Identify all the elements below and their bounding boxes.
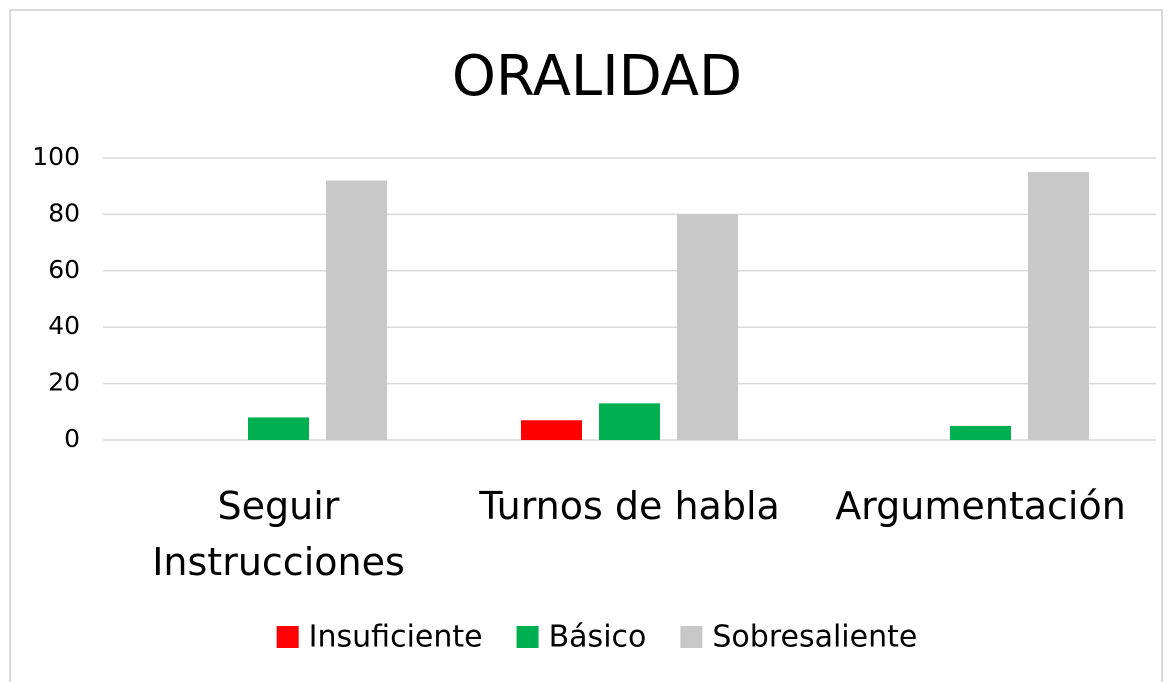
y-tick-label: 20 [48,368,80,397]
bar [950,425,1011,440]
chart-border [9,9,1163,682]
bar [521,420,582,440]
bar [248,417,309,440]
legend-swatch [276,626,299,648]
y-tick-label: 40 [48,311,80,340]
legend-label: Básico [549,620,647,655]
bar [677,214,738,440]
y-tick-label: 80 [48,198,80,227]
bar [599,403,660,440]
legend-swatch [516,626,539,648]
y-tick-label: 0 [64,424,80,453]
bar [1028,172,1089,440]
y-tick-label: 60 [48,255,80,284]
x-tick-label: Turnos de habla [479,484,780,528]
y-tick-label: 100 [32,142,80,171]
bar [326,180,387,440]
x-tick-label: Seguir Instrucciones [152,484,405,584]
legend-label: Sobresaliente [712,620,917,655]
legend-label: Insuficiente [309,620,483,655]
chart-title: ORALIDAD [452,44,742,109]
x-tick-label: Argumentación [835,484,1126,528]
legend-swatch [680,626,703,648]
